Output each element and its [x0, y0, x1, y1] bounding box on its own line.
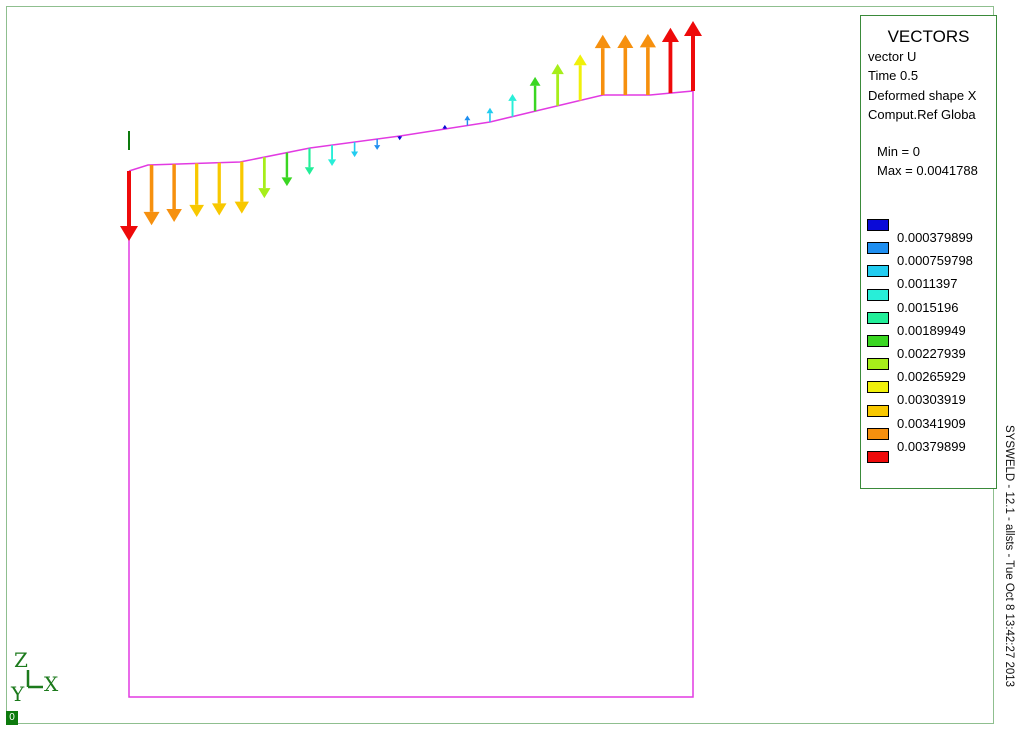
legend-line-deformed: Deformed shape X — [868, 88, 977, 103]
legend-swatch — [867, 358, 889, 371]
displacement-vector — [442, 124, 448, 130]
legend-swatch — [867, 288, 889, 301]
displacement-vector — [374, 139, 381, 150]
program-stamp: SYSWELD - 12.1 - allsts - Tue Oct 8 13:4… — [1002, 425, 1016, 725]
displacement-vector — [464, 115, 471, 126]
displacement-vector — [486, 107, 494, 123]
mesh-outline — [128, 90, 694, 698]
displacement-vector — [119, 171, 139, 242]
legend-swatch — [867, 404, 889, 417]
displacement-vector — [397, 136, 403, 141]
legend-value: 0.0011397 — [897, 276, 958, 292]
legend-swatch — [867, 242, 889, 255]
legend-title: VECTORS — [887, 27, 970, 46]
legend-value: 0.00341909 — [897, 415, 966, 431]
axis-label-y: Y — [11, 682, 25, 706]
legend-swatch — [867, 265, 889, 278]
displacement-vector — [551, 63, 564, 106]
legend-swatch — [867, 451, 889, 463]
displacement-vector — [573, 54, 587, 101]
legend-value: 0.0015196 — [897, 299, 959, 315]
displacement-vector — [639, 33, 656, 95]
legend-value: 0.00265929 — [897, 369, 966, 385]
legend-max: Max = 0.0041788 — [877, 163, 978, 178]
legend-line-reference: Comput.Ref Globa — [868, 107, 976, 122]
legend-panel: VECTORS vector U Time 0.5 Deformed shape… — [860, 15, 997, 489]
mesh-outline-path — [128, 90, 694, 698]
legend-value: 0.00227939 — [897, 346, 966, 361]
legend-value: 0.00379899 — [897, 438, 966, 454]
vector-field — [119, 20, 703, 242]
displacement-vector — [351, 142, 359, 158]
displacement-vector — [617, 34, 634, 95]
legend-min: Min = 0 — [877, 144, 920, 159]
displacement-vector — [594, 34, 611, 96]
displacement-vector — [661, 27, 679, 94]
displacement-vector — [234, 161, 249, 214]
displacement-vector — [189, 163, 205, 218]
legend-value: 0.000379899 — [897, 230, 973, 245]
displacement-vector — [327, 145, 337, 167]
axis-label-z: Z — [14, 648, 28, 672]
displacement-vector — [304, 148, 315, 175]
legend-value: 0.00189949 — [897, 322, 966, 338]
axis-label-x: X — [44, 672, 59, 696]
displacement-vector — [529, 76, 541, 112]
displacement-vector — [211, 162, 227, 216]
legend-line-time: Time 0.5 — [868, 68, 919, 83]
displacement-vector — [508, 93, 517, 117]
step-indicator: 0 — [6, 711, 18, 725]
displacement-vector — [258, 157, 271, 199]
program-stamp-text: SYSWELD - 12.1 - allsts - Tue Oct 8 13:4… — [1003, 425, 1015, 688]
displacement-vector — [143, 164, 160, 226]
legend-swatch — [867, 427, 889, 440]
displacement-vector — [683, 20, 703, 91]
legend-swatch — [867, 311, 889, 324]
legend-line-quantity: vector U — [868, 49, 917, 64]
axis-triad-lines — [26, 670, 43, 689]
legend-swatch — [867, 335, 889, 347]
displacement-vector — [166, 164, 182, 222]
displacement-vector — [281, 152, 293, 187]
legend-value: 0.000759798 — [897, 253, 973, 269]
legend-swatch — [867, 381, 889, 394]
legend-value: 0.00303919 — [897, 392, 966, 408]
legend-swatch — [867, 219, 889, 231]
